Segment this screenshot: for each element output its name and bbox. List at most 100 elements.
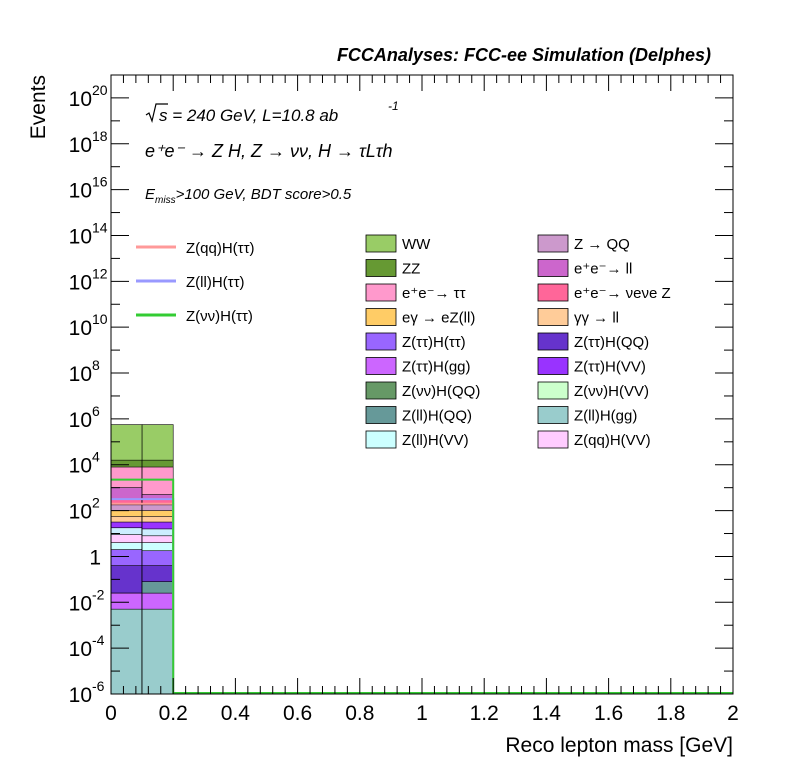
- legend-background: WW Z → QQ ZZ e⁺e⁻→ ll e⁺e⁻→ ττ e⁺e⁻→ νeνe Z eγ…: [365, 234, 671, 449]
- y-tick-exponent: 6: [92, 403, 100, 419]
- legend-swatch: [365, 406, 397, 424]
- legend-label: Z(ll)H(QQ): [402, 408, 472, 425]
- x-tick-label: 1.2: [470, 702, 499, 725]
- y-tick-exponent: 10: [92, 311, 108, 327]
- y-tick-exponent: 20: [92, 82, 108, 98]
- legend-label: Z(ll)H(gg): [574, 408, 637, 425]
- legend-swatch: [365, 308, 397, 326]
- y-tick-exponent: 14: [92, 219, 108, 235]
- annotation-lumi-exponent: -1: [388, 99, 399, 113]
- legend-swatch: [537, 357, 569, 375]
- y-axis-label: Events: [27, 75, 50, 139]
- legend-label: Z(ll)H(VV): [402, 432, 469, 449]
- y-tick-label: 1: [89, 546, 101, 569]
- legend-label: Z(νν)H(VV): [574, 383, 649, 400]
- annotation-sqrt-s: s = 240 GeV, L=10.8 ab: [159, 106, 338, 125]
- y-tick-label: 10: [69, 455, 92, 478]
- histogram-bar: [141, 608, 174, 695]
- cut-subscript: miss: [155, 195, 176, 206]
- legend-swatch: [537, 259, 569, 277]
- legend-swatch: [537, 430, 569, 449]
- legend-swatch: [365, 259, 397, 277]
- legend-swatch: [365, 357, 397, 375]
- y-tick-label: 10: [69, 180, 92, 203]
- legend-swatch: [537, 381, 569, 400]
- legend-swatch: [537, 332, 569, 351]
- x-tick-label: 1.4: [532, 702, 562, 725]
- y-tick-exponent: 4: [92, 449, 100, 465]
- histogram-bar: [110, 608, 143, 695]
- signal-line: [111, 502, 733, 694]
- y-tick-exponent: -2: [92, 586, 105, 602]
- y-tick-exponent: 2: [92, 495, 100, 511]
- y-tick-label: 10: [69, 88, 92, 111]
- x-tick-label: 0.4: [221, 702, 251, 725]
- x-tick-labels: 0 0.2 0.4 0.6 0.8 1 1.2 1.4 1.6 1.8 2: [105, 702, 739, 725]
- y-tick-label: 10: [69, 134, 92, 157]
- x-tick-label: 0.8: [345, 702, 374, 725]
- y-tick-label: 10: [69, 271, 92, 294]
- legend-swatch: [365, 381, 397, 400]
- axis-ticks: [110, 74, 734, 695]
- y-tick-label: 10: [69, 501, 92, 524]
- cut-prefix: E: [145, 186, 156, 203]
- legend-label: Z(ττ)H(gg): [402, 359, 471, 376]
- signal-line: [111, 498, 733, 694]
- annotation-energy: s = 240 GeV, L=10.8 ab -1: [145, 99, 399, 125]
- y-tick-exponent: -4: [92, 632, 105, 648]
- legend-label: Z(qq)H(ττ): [186, 240, 255, 257]
- legend-label: Z(ττ)H(ττ): [402, 334, 466, 351]
- legend-label: e⁺e⁻→ νeνe Z: [574, 285, 671, 302]
- legend-label: Z(νν)H(ττ): [186, 308, 253, 325]
- legend-swatch: [537, 234, 569, 253]
- chart-title: FCCAnalyses: FCC-ee Simulation (Delphes): [337, 45, 711, 65]
- y-tick-label: 10: [69, 409, 92, 432]
- legend-swatch: [365, 283, 397, 302]
- legend-label: Z(qq)H(VV): [574, 432, 651, 449]
- y-tick-label: 10: [69, 363, 92, 386]
- x-tick-label: 2: [727, 702, 739, 725]
- y-tick-label: 10: [69, 317, 92, 340]
- y-tick-exponent: -6: [92, 678, 105, 694]
- x-tick-label: 1: [416, 702, 428, 725]
- annotation-process: e⁺e⁻ → Z H, Z → νν, H → τLτh: [145, 141, 393, 161]
- legend-swatch: [537, 308, 569, 326]
- sqrt-symbol: [145, 103, 168, 124]
- legend-signal: Z(qq)H(ττ) Z(ll)H(ττ) Z(νν)H(ττ): [136, 240, 255, 325]
- y-tick-label: 10: [69, 225, 92, 248]
- legend-swatch: [537, 283, 569, 302]
- legend-label: ZZ: [402, 261, 420, 278]
- x-axis-label: Reco lepton mass [GeV]: [505, 734, 733, 757]
- y-tick-exponent: 8: [92, 357, 100, 373]
- x-tick-label: 1.6: [594, 702, 623, 725]
- legend-label: e⁺e⁻→ ττ: [402, 285, 466, 302]
- legend-label: Z(ll)H(ττ): [186, 274, 245, 291]
- y-tick-exponent: 16: [92, 174, 108, 190]
- legend-label: γγ → ll: [574, 310, 619, 327]
- legend-swatch: [365, 430, 397, 449]
- signal-lines: [111, 478, 733, 694]
- x-tick-label: 0.2: [159, 702, 188, 725]
- legend-label: e⁺e⁻→ ll: [574, 261, 632, 278]
- signal-line: [111, 478, 733, 694]
- legend-label: Z(νν)H(QQ): [402, 383, 480, 400]
- y-tick-label: 10: [69, 684, 92, 707]
- cut-rest: >100 GeV, BDT score>0.5: [176, 186, 352, 203]
- legend-swatch: [365, 332, 397, 351]
- legend-label: eγ → eZ(ll): [402, 310, 475, 327]
- x-tick-label: 0: [105, 702, 117, 725]
- annotation-cuts: Emiss>100 GeV, BDT score>0.5: [145, 186, 352, 206]
- x-tick-label: 1.8: [656, 702, 685, 725]
- legend-swatch: [365, 234, 397, 253]
- legend-label: Z(ττ)H(QQ): [574, 334, 649, 351]
- y-tick-exponent: 12: [92, 265, 108, 281]
- y-tick-exponent: 18: [92, 128, 108, 144]
- legend-swatch: [537, 406, 569, 424]
- legend-label: Z → QQ: [574, 236, 630, 253]
- y-tick-label: 10: [69, 638, 92, 661]
- legend-label: Z(ττ)H(VV): [574, 359, 646, 376]
- legend-label: WW: [402, 236, 431, 253]
- y-tick-label: 10: [69, 592, 92, 615]
- x-tick-label: 0.6: [283, 702, 312, 725]
